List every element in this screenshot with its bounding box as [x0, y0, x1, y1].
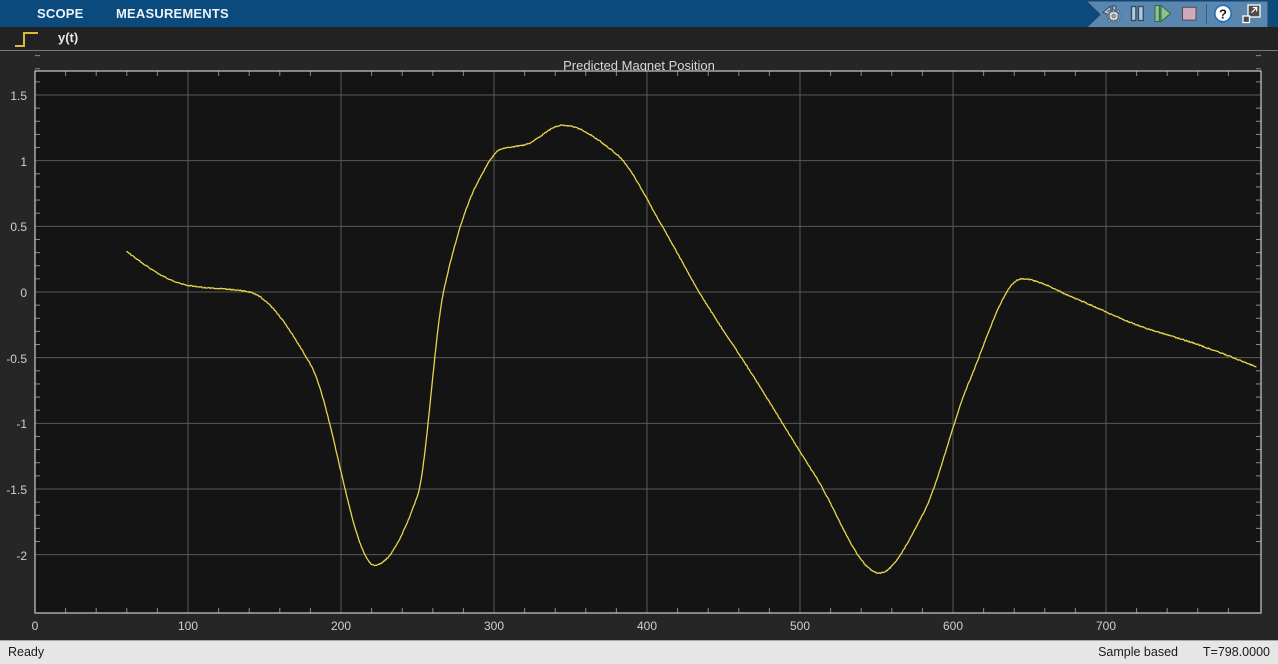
svg-text:?: ? — [1219, 6, 1227, 21]
